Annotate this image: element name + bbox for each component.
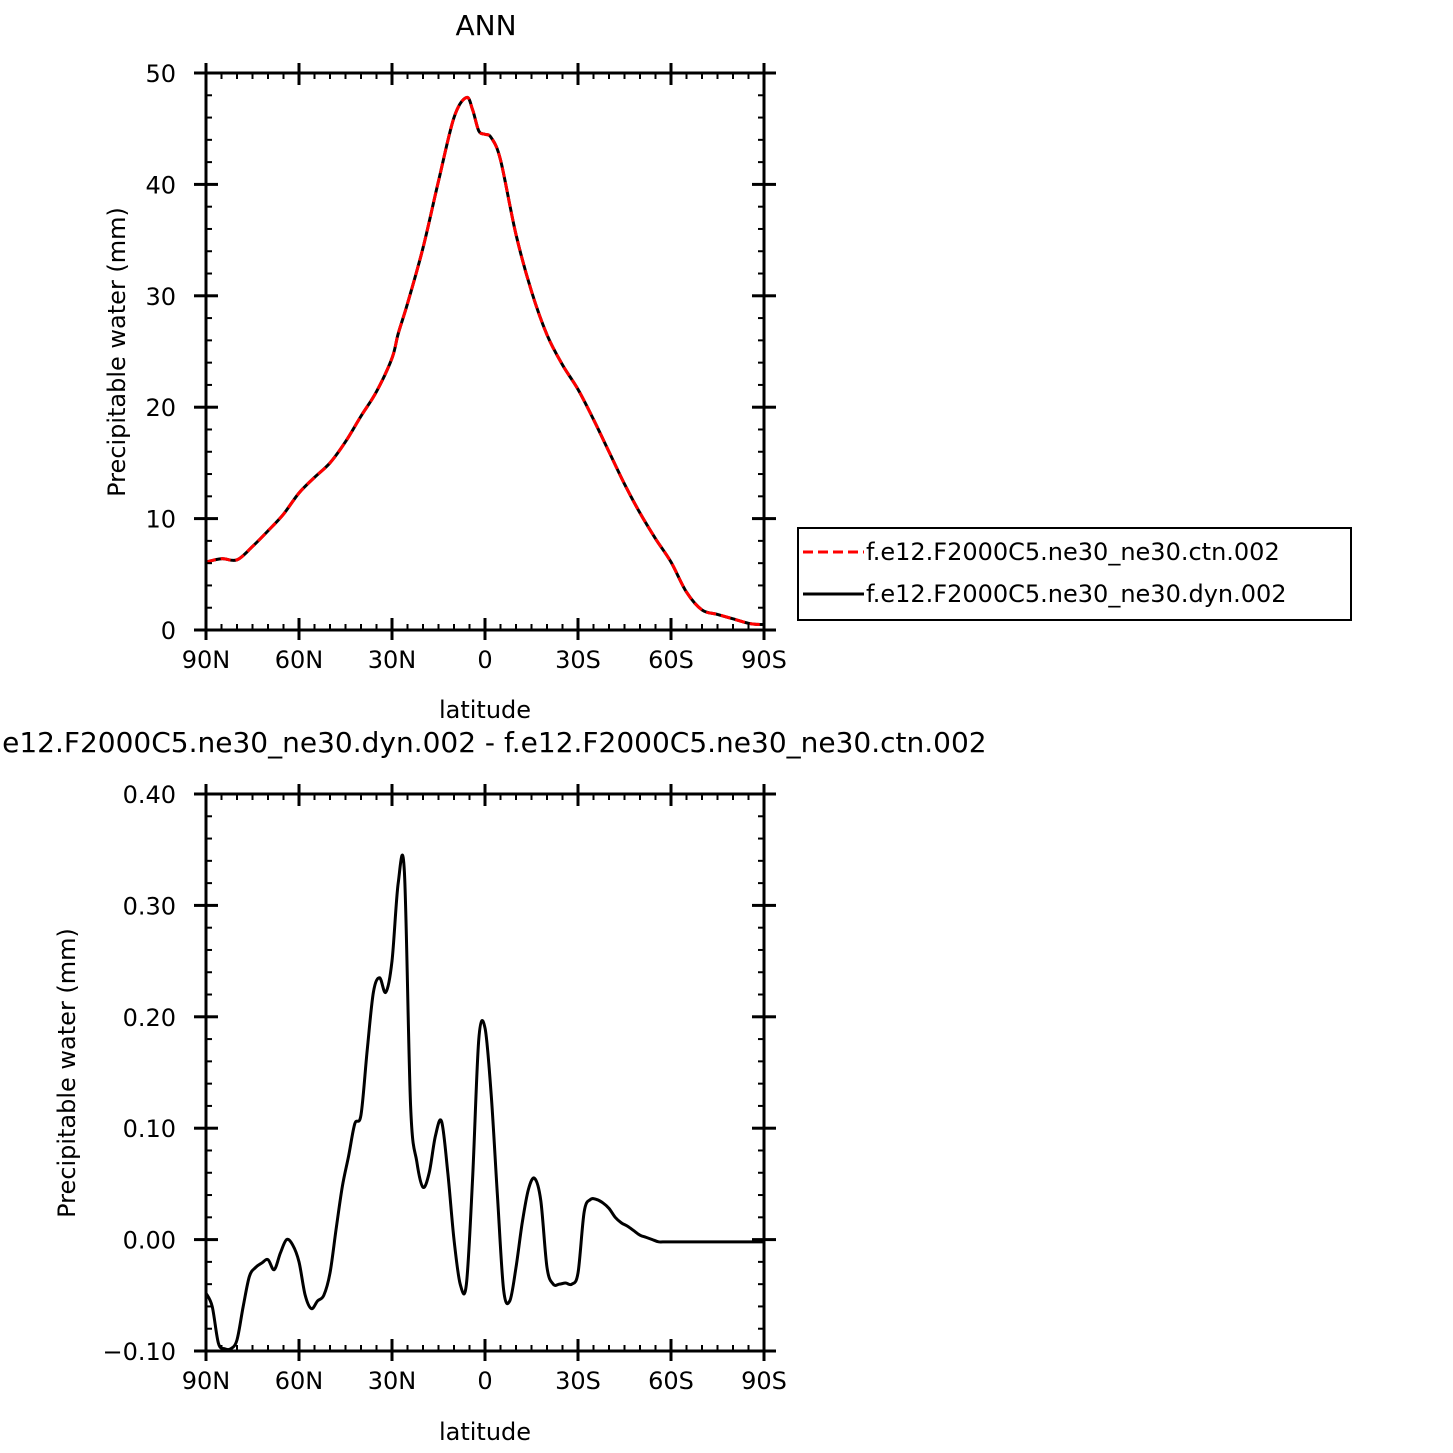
legend-box: [797, 527, 1352, 621]
x-tick-label: 30S: [555, 646, 601, 674]
y-tick-label: 50: [145, 60, 176, 88]
x-axis-label: latitude: [439, 1418, 531, 1446]
plot-frame: [204, 71, 766, 632]
x-tick-label: 60S: [648, 646, 694, 674]
y-tick-label: 10: [145, 506, 176, 534]
y-tick-label: 20: [145, 394, 176, 422]
x-tick-label: 90S: [741, 646, 787, 674]
x-tick-label: 30S: [555, 1367, 601, 1395]
series-line-ctn: [205, 95, 765, 627]
y-tick-label: 0.10: [123, 1115, 176, 1143]
y-tick-label: −0.10: [102, 1338, 176, 1366]
x-tick-label: 0: [477, 1367, 492, 1395]
panel-bottom: f.e12.F2000C5.ne30_ne30.dyn.002 - f.e12.…: [0, 726, 987, 1446]
chart-title: ANN: [455, 9, 516, 42]
y-axis-label: Precipitable water (mm): [53, 928, 81, 1218]
plot-frame: [204, 792, 766, 1353]
y-tick-label: 0.00: [123, 1227, 176, 1255]
y-tick-label: 0: [161, 617, 176, 645]
series-line-dyn: [204, 853, 764, 1352]
legend-label-ctn: f.e12.F2000C5.ne30_ne30.ctn.002: [866, 538, 1280, 566]
chart-title: f.e12.F2000C5.ne30_ne30.dyn.002 - f.e12.…: [0, 726, 987, 759]
y-tick-label: 30: [145, 283, 176, 311]
x-tick-label: 30N: [368, 646, 417, 674]
x-tick-label: 90N: [182, 646, 231, 674]
x-tick-label: 60N: [275, 646, 324, 674]
y-tick-label: 0.40: [123, 781, 176, 809]
x-tick-label: 60S: [648, 1367, 694, 1395]
y-axis-label: Precipitable water (mm): [103, 207, 131, 497]
x-tick-label: 30N: [368, 1367, 417, 1395]
y-tick-label: 0.30: [123, 892, 176, 920]
x-tick-label: 90S: [741, 1367, 787, 1395]
legend: f.e12.F2000C5.ne30_ne30.ctn.002 f.e12.F2…: [797, 527, 1352, 621]
x-axis-label: latitude: [439, 696, 531, 724]
legend-label-dyn: f.e12.F2000C5.ne30_ne30.dyn.002: [866, 580, 1287, 608]
y-tick-label: 40: [145, 171, 176, 199]
panel-top: ANN 90N 60N 30N 0 30S 60S 90S 0 10 20 30 40 50 latit…: [103, 9, 1352, 724]
y-tick-label: 0.20: [123, 1004, 176, 1032]
series-line-dyn: [205, 95, 765, 627]
x-tick-label: 0: [477, 646, 492, 674]
x-tick-label: 90N: [182, 1367, 231, 1395]
x-tick-label: 60N: [275, 1367, 324, 1395]
